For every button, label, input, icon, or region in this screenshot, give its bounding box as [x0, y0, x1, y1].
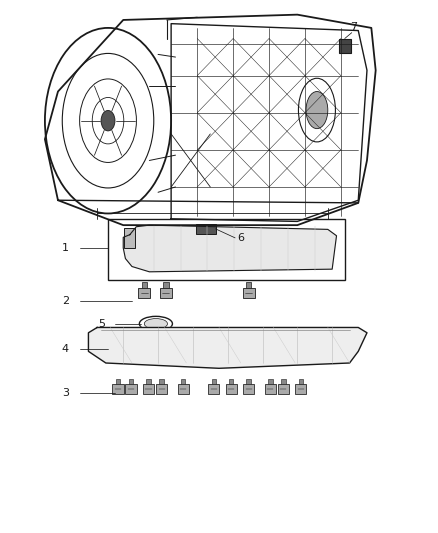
Bar	[229, 379, 233, 384]
Bar	[108, 219, 345, 280]
Bar	[246, 282, 251, 288]
Bar	[265, 384, 276, 394]
Bar	[295, 384, 307, 394]
Bar	[339, 38, 351, 53]
Bar	[163, 282, 169, 288]
Bar	[125, 384, 137, 394]
Bar	[141, 282, 147, 288]
Bar	[243, 384, 254, 394]
Bar	[281, 379, 286, 384]
Text: 5: 5	[98, 319, 105, 329]
Text: 2: 2	[62, 296, 69, 306]
Bar	[181, 379, 185, 384]
Bar	[196, 224, 215, 233]
Bar	[116, 379, 120, 384]
Bar	[178, 384, 189, 394]
Text: 4: 4	[62, 344, 69, 354]
Ellipse shape	[101, 110, 115, 131]
Polygon shape	[88, 327, 367, 368]
Polygon shape	[123, 225, 336, 272]
Bar	[113, 384, 124, 394]
Bar	[156, 384, 167, 394]
Text: 6: 6	[237, 233, 244, 243]
Text: 1: 1	[62, 243, 69, 253]
Ellipse shape	[306, 92, 328, 128]
Bar	[124, 228, 135, 248]
Bar	[138, 288, 150, 298]
Bar	[212, 379, 216, 384]
Bar	[160, 288, 172, 298]
Bar	[129, 379, 133, 384]
Bar	[243, 288, 254, 298]
Bar	[159, 379, 164, 384]
Text: 7: 7	[350, 22, 357, 33]
Bar	[299, 379, 303, 384]
Bar	[268, 379, 272, 384]
Bar	[247, 379, 251, 384]
Bar	[226, 384, 237, 394]
Bar	[278, 384, 289, 394]
Ellipse shape	[144, 319, 167, 329]
Bar	[143, 384, 154, 394]
Bar	[208, 384, 219, 394]
Bar	[146, 379, 151, 384]
Text: 3: 3	[62, 387, 69, 398]
